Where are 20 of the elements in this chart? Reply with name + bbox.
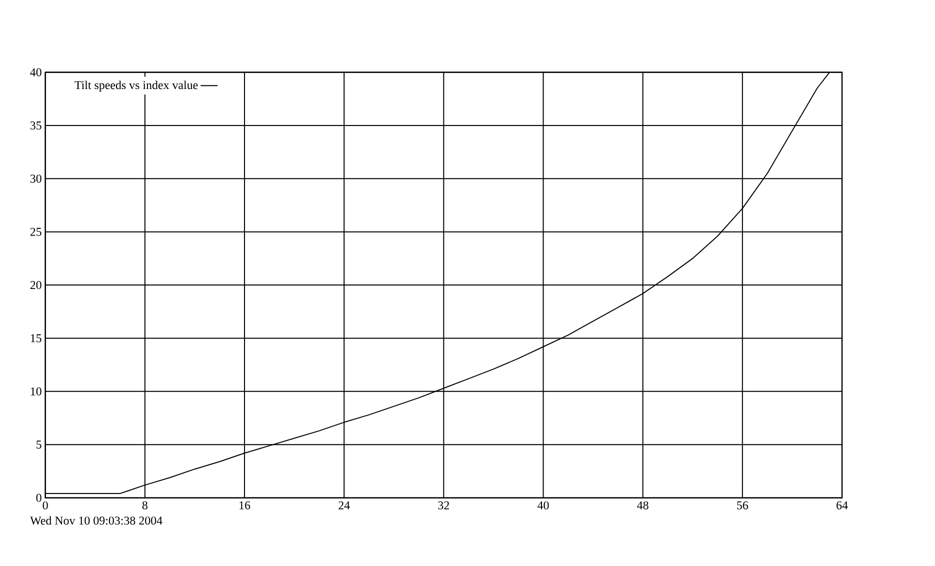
y-tick-label: 5 bbox=[36, 440, 42, 449]
x-tick-label: 0 bbox=[42, 501, 48, 510]
y-tick-label: 15 bbox=[30, 334, 42, 342]
x-tick-label: 56 bbox=[737, 501, 748, 510]
x-tick-label: 40 bbox=[538, 501, 549, 510]
x-tick-label: 8 bbox=[142, 501, 148, 510]
y-tick-label: 25 bbox=[30, 228, 42, 236]
y-tick-label: 10 bbox=[30, 387, 42, 396]
x-tick-label: 32 bbox=[438, 501, 449, 510]
y-tick-label: 0 bbox=[36, 494, 42, 502]
x-tick-label: 48 bbox=[637, 501, 648, 510]
legend-label: Tilt speeds vs index value bbox=[74, 80, 198, 92]
y-tick-label: 35 bbox=[30, 122, 42, 130]
y-tick-label: 30 bbox=[30, 174, 42, 183]
x-tick-label: 64 bbox=[836, 501, 848, 510]
y-tick-label: 20 bbox=[30, 281, 42, 290]
x-tick-label: 24 bbox=[338, 501, 350, 510]
y-tick-label: 40 bbox=[30, 68, 42, 76]
text: Wed Nov 10 09:03:38 2004 bbox=[30, 516, 162, 525]
x-tick-label: 16 bbox=[240, 501, 250, 510]
